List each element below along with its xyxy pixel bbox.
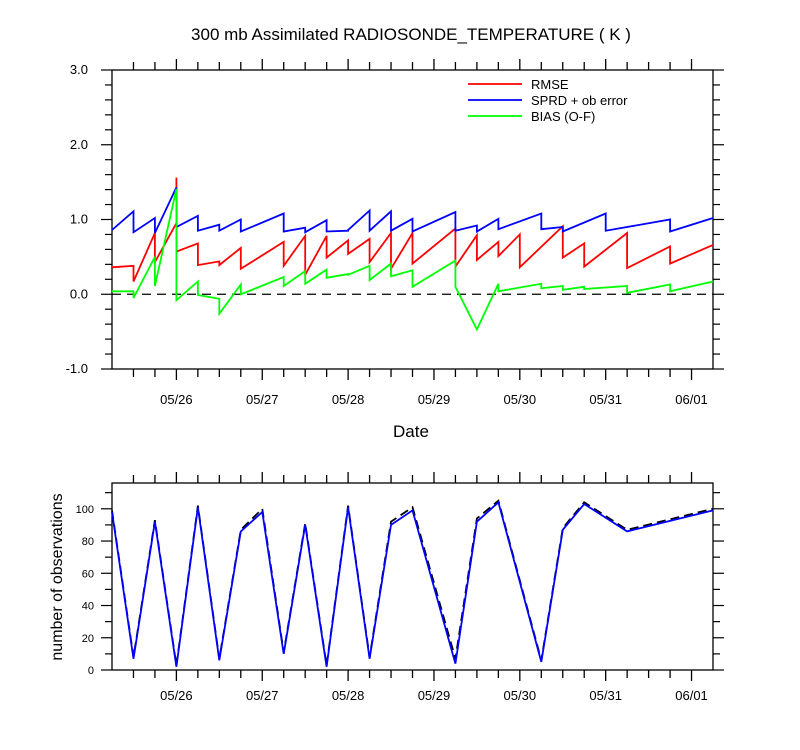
- x-axis-label: Date: [393, 422, 429, 441]
- x-tick-label: 05/28: [332, 392, 365, 407]
- x-tick-label: 05/31: [589, 688, 622, 703]
- x-tick-label: 05/29: [418, 392, 451, 407]
- x-tick-label: 05/27: [246, 392, 279, 407]
- x-tick-label: 05/29: [418, 688, 451, 703]
- top-plot: 05/26 05/27 05/28 05/29 05/30 05/31 06/01 -1.0 0…: [66, 59, 724, 407]
- y-tick-label: 1.0: [70, 212, 88, 227]
- x-tick-label: 06/01: [675, 688, 708, 703]
- y-tick-label: 100: [76, 504, 94, 516]
- chart-title: 300 mb Assimilated RADIOSONDE_TEMPERATUR…: [191, 25, 631, 44]
- x-tick-label: 05/26: [160, 688, 193, 703]
- x-tick-label: 05/30: [504, 688, 537, 703]
- x-tick-label: 05/27: [246, 688, 279, 703]
- legend-label: SPRD + ob error: [531, 93, 628, 108]
- y-tick-label: 80: [82, 536, 94, 548]
- y-tick-label: 60: [82, 568, 94, 580]
- y-tick-label: 3.0: [70, 62, 88, 77]
- y-tick-label: 0: [88, 665, 94, 677]
- legend-label: RMSE: [531, 77, 569, 92]
- y-tick-label: 40: [82, 601, 94, 613]
- bottom-plot: 05/26 05/27 05/28 05/29 05/30 05/31 06/01 0 20 40…: [76, 472, 724, 703]
- legend-label: BIAS (O-F): [531, 109, 595, 124]
- x-tick-label: 05/31: [589, 392, 622, 407]
- series-line-bias-o-f-: [112, 188, 714, 332]
- y-tick-label: 2.0: [70, 137, 88, 152]
- series-line-total: [111, 499, 714, 666]
- x-tick-label: 06/01: [675, 392, 708, 407]
- y-tick-label: 0.0: [70, 286, 88, 301]
- series-line-assimilated: [111, 500, 714, 667]
- x-tick-label: 05/30: [504, 392, 537, 407]
- y-tick-label: -1.0: [66, 361, 88, 376]
- x-tick-label: 05/28: [332, 688, 365, 703]
- y-tick-label: 20: [82, 633, 94, 645]
- x-tick-label: 05/26: [160, 392, 193, 407]
- series-line-sprd-ob-error: [111, 187, 714, 234]
- y-axis-label-observations: number of observations: [49, 493, 66, 660]
- series-line-rmse: [111, 177, 714, 282]
